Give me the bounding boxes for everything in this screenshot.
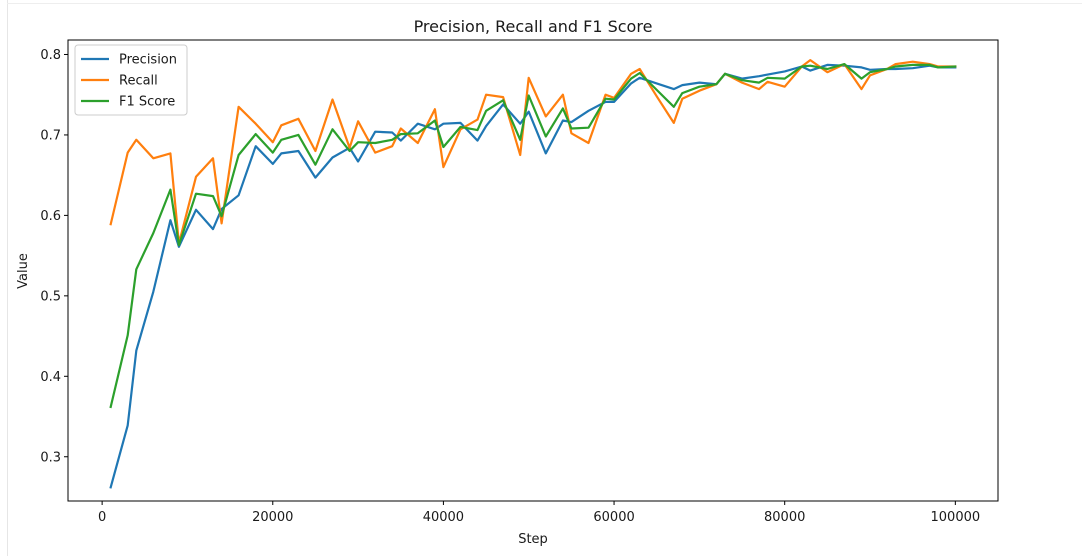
x-tick-label: 80000	[764, 510, 805, 525]
series-line-recall	[109, 58, 957, 245]
series-layer	[109, 58, 957, 489]
y-tick-label: 0.5	[40, 289, 61, 304]
plot-area-border	[67, 39, 999, 502]
legend: Precision Recall F1 Score	[74, 44, 188, 116]
y-tick-label: 0.4	[40, 370, 61, 385]
legend-label: Recall	[119, 74, 158, 89]
legend-label: F1 Score	[119, 95, 175, 110]
x-axis: 0 20000 40000 60000 80000 100000	[98, 501, 980, 525]
y-tick-label: 0.6	[40, 209, 61, 224]
y-tick-label: 0.8	[40, 48, 61, 63]
x-tick-label: 60000	[593, 510, 634, 525]
x-tick-label: 0	[98, 510, 106, 525]
series-line-precision	[109, 63, 957, 489]
frame-top-border	[7, 3, 1082, 4]
x-axis-label: Step	[518, 532, 548, 547]
series-line-f1-score	[109, 62, 957, 409]
x-tick-label: 100000	[931, 510, 981, 525]
legend-label: Precision	[119, 53, 177, 68]
y-tick-label: 0.7	[40, 128, 61, 143]
legend-box	[74, 44, 188, 116]
y-axis-label: Value	[16, 253, 31, 289]
x-tick-label: 20000	[252, 510, 293, 525]
frame-left-border	[7, 0, 8, 556]
x-tick-label: 40000	[423, 510, 464, 525]
chart-title: Precision, Recall and F1 Score	[414, 17, 653, 36]
y-axis: 0.3 0.4 0.5 0.6 0.7 0.8	[40, 48, 68, 465]
y-tick-label: 0.3	[40, 450, 61, 465]
